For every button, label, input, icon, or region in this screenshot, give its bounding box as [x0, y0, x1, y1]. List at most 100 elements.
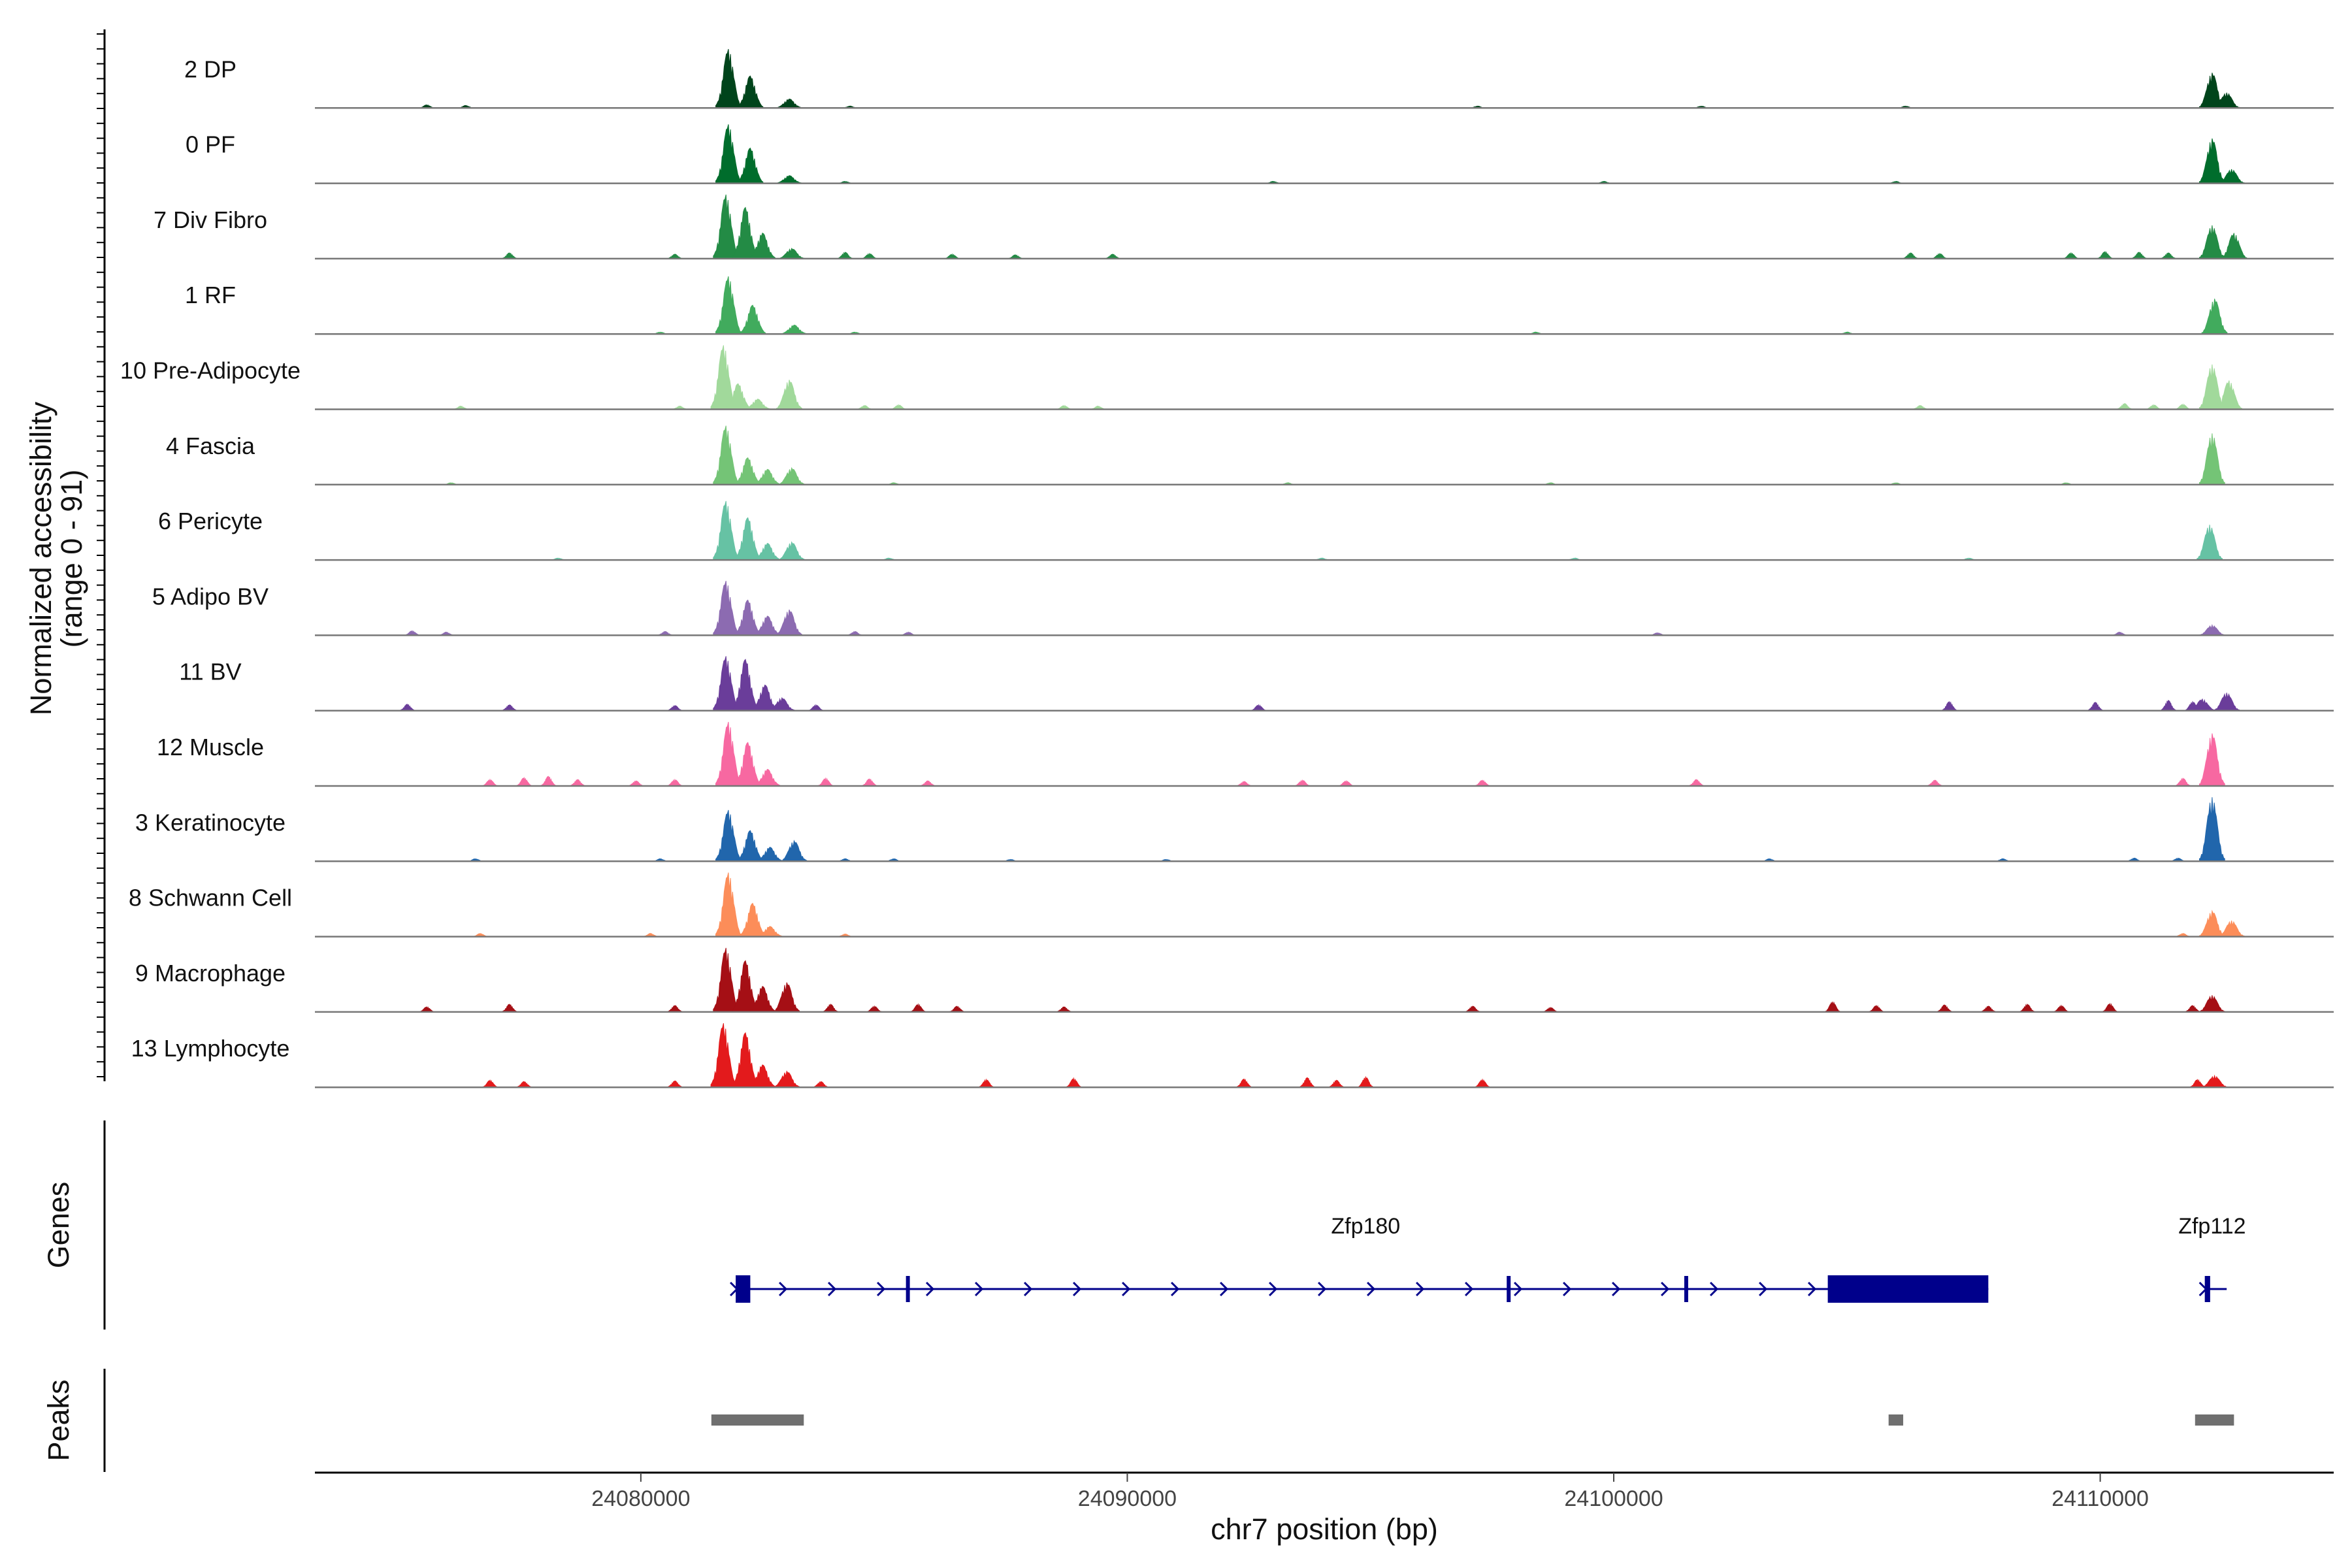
coverage-peak	[2199, 433, 2225, 485]
x-tick-label: 24100000	[1564, 1486, 1663, 1511]
strand-arrow	[974, 1281, 984, 1297]
track-label: 5 Adipo BV	[152, 583, 269, 610]
track-9-macrophage: 9 Macrophage	[135, 947, 2334, 1013]
coverage-peak	[776, 380, 802, 410]
coverage-noise	[978, 1078, 994, 1088]
coverage-noise	[540, 776, 557, 787]
coverage-peak	[713, 425, 739, 485]
coverage-peak	[715, 276, 742, 335]
coverage-peak	[754, 768, 781, 787]
x-tick-label: 24080000	[591, 1486, 690, 1511]
coverage-noise	[837, 252, 853, 259]
strand-arrow	[1366, 1281, 1376, 1297]
gene-name: Zfp112	[2178, 1214, 2246, 1239]
coverage-peak	[737, 147, 764, 184]
track-8-schwann-cell: 8 Schwann Cell	[129, 872, 2334, 938]
coverage-peak	[2199, 733, 2225, 787]
coverage-peak	[2201, 299, 2228, 335]
strand-arrow	[827, 1281, 837, 1297]
coverage-noise	[515, 1081, 532, 1088]
coverage-noise	[812, 1081, 829, 1088]
y-axis-title-line2: (range 0 - 91)	[55, 470, 88, 648]
track-label: 1 RF	[185, 282, 236, 308]
coverage-peak	[734, 742, 761, 787]
coverage-peak	[713, 656, 739, 711]
strand-arrow	[1464, 1281, 1474, 1297]
coverage-peak	[749, 1064, 776, 1088]
coverage-peak	[734, 517, 761, 561]
coverage-noise	[1688, 779, 1705, 787]
coverage-peak	[737, 830, 764, 862]
coverage-noise	[2116, 403, 2133, 410]
strand-arrow	[1121, 1281, 1131, 1297]
coverage-noise	[666, 1005, 683, 1013]
coverage-noise	[1902, 252, 1919, 259]
track-11-bv: 11 BV	[179, 656, 2334, 711]
coverage-noise	[515, 776, 532, 787]
coverage-noise	[501, 704, 518, 711]
coverage-peak	[774, 1070, 800, 1088]
coverage-y-axis	[97, 29, 106, 1081]
strand-arrow	[1170, 1281, 1180, 1297]
strand-arrow	[778, 1281, 788, 1297]
gene-exon	[2204, 1276, 2210, 1302]
track-label: 4 Fascia	[166, 433, 255, 459]
coverage-peak	[776, 175, 802, 184]
coverage-noise	[2160, 700, 2177, 711]
coverage-peak	[2213, 92, 2240, 108]
strand-arrow	[1219, 1281, 1229, 1297]
coverage-peak	[2221, 233, 2247, 259]
gene-exon	[1827, 1275, 1989, 1303]
coverage-noise	[1474, 1078, 1491, 1088]
track-1-rf: 1 RF	[185, 276, 2334, 335]
coverage-peak	[754, 468, 781, 485]
coverage-noise	[2189, 1079, 2206, 1088]
coverage-peak	[732, 206, 759, 259]
gene-exon	[1507, 1276, 1511, 1302]
coverage-peak	[754, 542, 781, 561]
strand-arrow	[1709, 1281, 1719, 1297]
coverage-noise	[2053, 1004, 2070, 1013]
coverage-peak	[740, 902, 766, 938]
strand-arrow	[1758, 1281, 1768, 1297]
peak-region	[711, 1414, 804, 1426]
track-2-dp: 2 DP	[184, 48, 2334, 109]
coverage-noise	[808, 704, 825, 711]
track-label: 12 Muscle	[157, 734, 264, 760]
coverage-peak	[715, 48, 742, 108]
coverage-peak	[768, 696, 795, 711]
track-label: 3 Keratinocyte	[135, 809, 286, 836]
coverage-peak	[2199, 909, 2225, 938]
coverage-noise	[2097, 251, 2114, 259]
peaks-panel-label: Peaks	[42, 1379, 75, 1461]
coverage-peak	[715, 721, 742, 787]
coverage-peak	[776, 610, 802, 636]
coverage-peak	[2218, 920, 2245, 938]
strand-arrow	[1023, 1281, 1033, 1297]
strand-arrow	[1317, 1281, 1327, 1297]
coverage-peak	[2197, 525, 2223, 561]
coverage-noise	[501, 252, 518, 259]
coverage-noise	[1941, 701, 1958, 711]
track-label: 9 Macrophage	[135, 960, 286, 987]
coverage-noise	[1868, 1005, 1885, 1013]
coverage-peak	[754, 615, 781, 636]
coverage-peak	[757, 847, 783, 862]
gene-exon	[1684, 1276, 1688, 1302]
x-tick-label: 24110000	[2051, 1486, 2149, 1511]
strand-arrow	[876, 1281, 886, 1297]
coverage-noise	[1980, 1005, 1997, 1013]
strand-arrow	[1611, 1281, 1621, 1297]
coverage-peak	[2213, 693, 2240, 711]
track-6-pericyte: 6 Pericyte	[158, 500, 2334, 561]
coverage-noise	[2131, 252, 2148, 259]
strand-arrow	[1660, 1281, 1670, 1297]
coverage-peak	[713, 500, 739, 561]
track-7-div-fibro: 7 Div Fibro	[154, 194, 2334, 260]
coverage-peak	[2199, 797, 2225, 862]
coverage-peak	[732, 960, 759, 1013]
coverage-peak	[778, 466, 805, 485]
coverage-noise	[501, 1004, 518, 1013]
coverage-noise	[2174, 777, 2191, 787]
